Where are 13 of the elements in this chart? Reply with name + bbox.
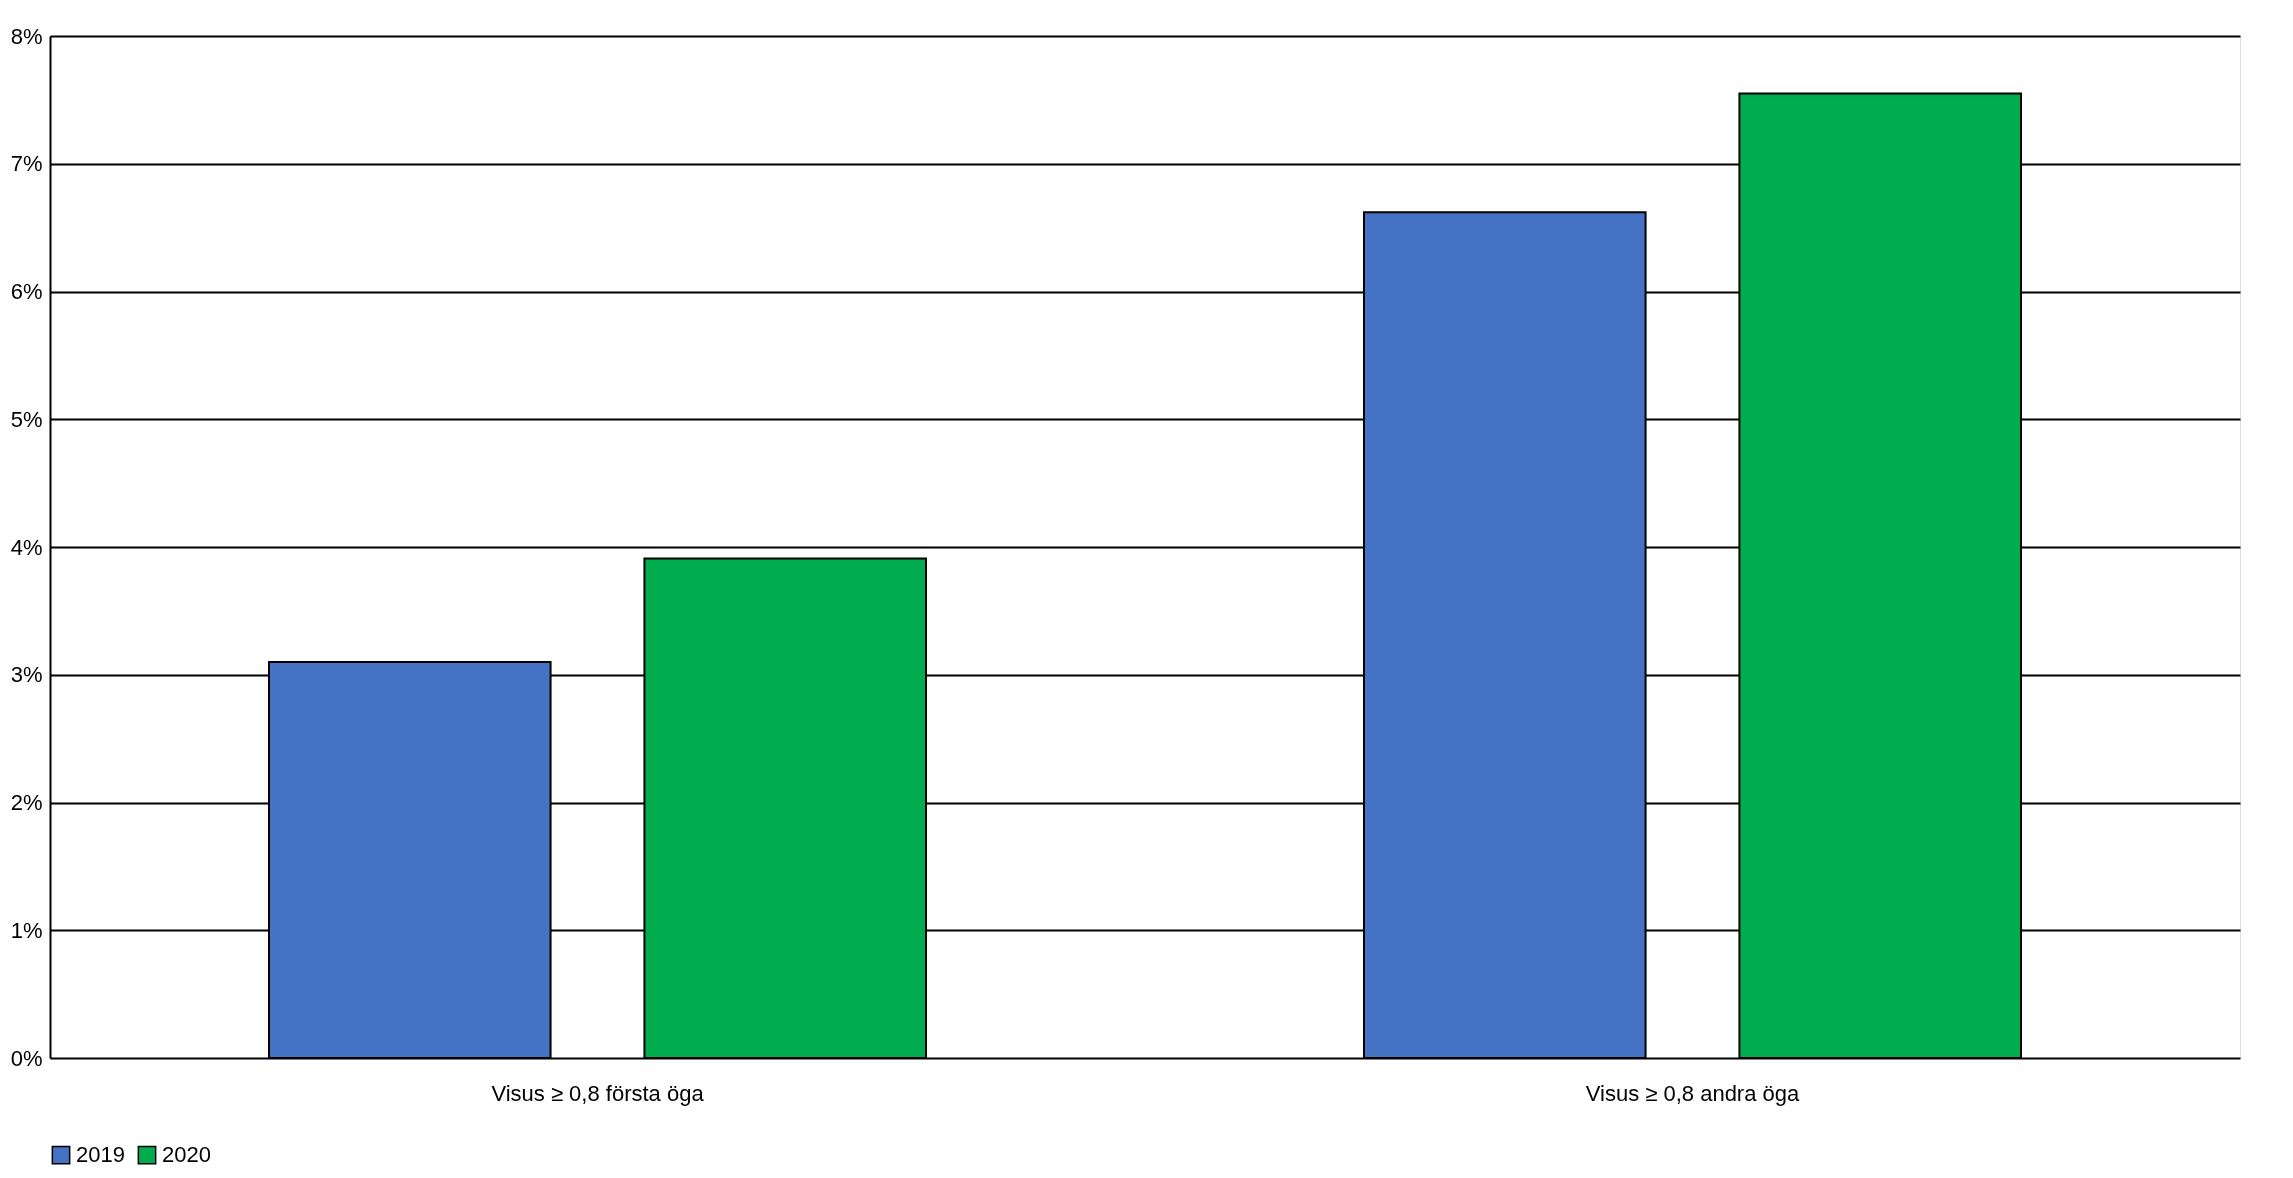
- y-tick-label: 8%: [10, 23, 43, 49]
- y-tick-label: 1%: [10, 917, 43, 943]
- y-tick-label: 7%: [10, 151, 43, 177]
- y-tick-label: 3%: [10, 662, 43, 688]
- y-tick-label: 4%: [10, 534, 43, 560]
- x-tick-label: Visus ≥ 0,8 första öga: [491, 1080, 705, 1106]
- x-tick-label: Visus ≥ 0,8 andra öga: [1585, 1080, 1800, 1106]
- legend-label: 2020: [162, 1142, 211, 1168]
- y-tick-label: 2%: [10, 790, 43, 815]
- y-tick-label: 0%: [10, 1045, 43, 1071]
- legend-label: 2019: [76, 1142, 125, 1168]
- y-tick-label: 6%: [10, 279, 43, 304]
- y-tick-label: 5%: [10, 406, 43, 432]
